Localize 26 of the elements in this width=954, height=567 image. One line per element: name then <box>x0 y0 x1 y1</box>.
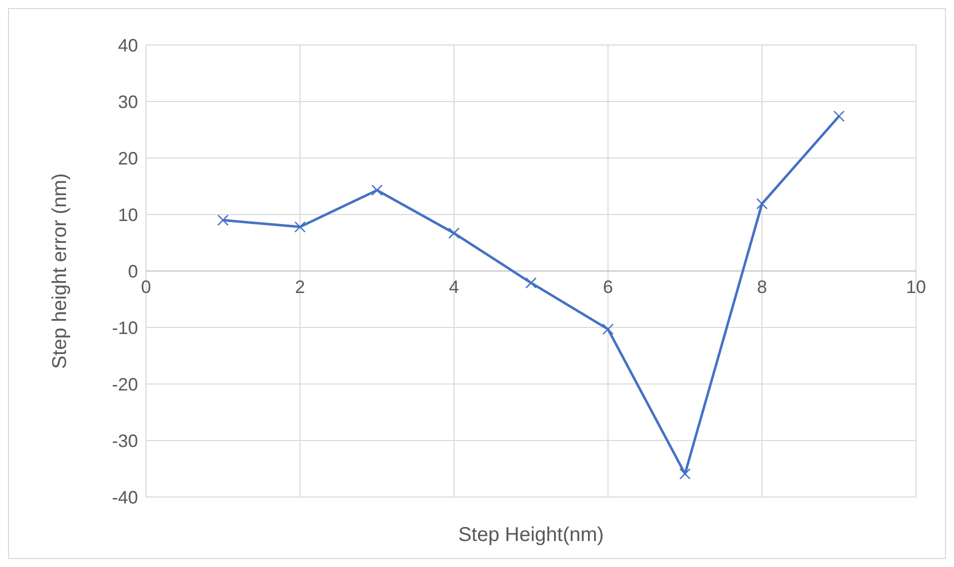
y-tick-label: -20 <box>112 374 138 394</box>
point <box>525 277 537 289</box>
point <box>217 214 229 226</box>
point <box>756 198 768 210</box>
y-tick-label: -10 <box>112 318 138 338</box>
y-tick-label: 0 <box>128 261 138 282</box>
x-tick-label: 6 <box>602 277 614 297</box>
x-tick-label: 10 <box>906 277 926 297</box>
y-tick-label: 10 <box>118 204 138 225</box>
y-tick-label: 20 <box>118 148 138 168</box>
point <box>602 324 614 335</box>
y-tick-label: 30 <box>118 92 138 112</box>
x-tick-label: 4 <box>448 277 460 297</box>
x-axis-title: Step Height(nm) <box>458 524 604 546</box>
point <box>679 468 691 480</box>
x-tick-label: 2 <box>294 277 306 297</box>
point <box>294 221 306 233</box>
point <box>371 184 383 196</box>
y-tick-label: 40 <box>118 35 138 56</box>
y-axis-title: Step height error (nm) <box>49 173 71 369</box>
y-tick-label: -30 <box>112 430 138 451</box>
point <box>833 110 845 122</box>
y-tick-label: -40 <box>112 487 138 508</box>
x-tick-label: 0 <box>140 277 152 297</box>
point <box>448 227 460 239</box>
x-tick-label: 8 <box>756 277 768 297</box>
